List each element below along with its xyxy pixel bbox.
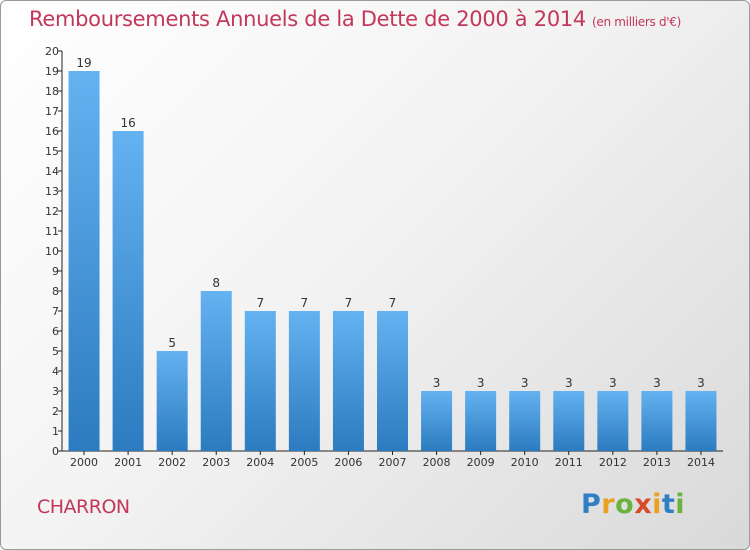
bar-value-label: 3 [433, 376, 441, 390]
y-tick-label: 14 [45, 165, 59, 178]
bar-value-label: 7 [345, 296, 353, 310]
x-tick-label: 2005 [290, 456, 318, 469]
y-tick-label: 2 [52, 405, 59, 418]
bar [377, 311, 408, 451]
bar-value-label: 3 [565, 376, 573, 390]
bar [244, 311, 276, 451]
bar [509, 391, 541, 451]
x-tick-label: 2011 [555, 456, 583, 469]
x-tick-label: 2010 [511, 456, 539, 469]
bar [597, 391, 629, 451]
bar-value-label: 8 [212, 276, 220, 290]
x-tick-label: 2003 [202, 456, 230, 469]
proxiti-logo: Proxiti [581, 489, 686, 520]
bar-value-label: 3 [697, 376, 705, 390]
y-tick-label: 6 [52, 325, 59, 338]
x-tick-label: 2004 [246, 456, 274, 469]
bar [421, 391, 453, 451]
bar-value-label: 5 [168, 336, 176, 350]
bar [112, 131, 144, 451]
y-tick-label: 11 [45, 225, 59, 238]
y-tick-label: 16 [45, 125, 59, 138]
y-tick-label: 18 [45, 85, 59, 98]
bar-value-label: 3 [521, 376, 529, 390]
x-tick-label: 2009 [467, 456, 495, 469]
x-tick-label: 2008 [423, 456, 451, 469]
y-tick-label: 13 [45, 185, 59, 198]
bar [288, 311, 320, 451]
chart-title-text: Remboursements Annuels de la Dette de 20… [29, 7, 586, 31]
y-tick-label: 12 [45, 205, 59, 218]
bar [553, 391, 585, 451]
x-tick-label: 2013 [643, 456, 671, 469]
bar-value-label: 19 [76, 56, 91, 70]
y-tick-label: 0 [52, 445, 59, 458]
x-tick-label: 2002 [158, 456, 186, 469]
y-tick-label: 9 [52, 265, 59, 278]
plot-area: 0123456789101112131415161718192019200016… [45, 45, 723, 469]
y-tick-label: 19 [45, 65, 59, 78]
bar-value-label: 7 [256, 296, 264, 310]
x-tick-label: 2014 [687, 456, 715, 469]
x-tick-label: 2006 [334, 456, 362, 469]
bar [332, 311, 364, 451]
y-tick-label: 20 [45, 45, 59, 58]
town-name: CHARRON [37, 496, 130, 518]
bar [641, 391, 673, 451]
bar [200, 291, 232, 451]
x-tick-label: 2000 [70, 456, 98, 469]
y-tick-label: 4 [52, 365, 59, 378]
bar-value-label: 3 [653, 376, 661, 390]
x-tick-label: 2007 [379, 456, 407, 469]
chart-title: Remboursements Annuels de la Dette de 20… [29, 7, 681, 31]
y-tick-label: 15 [45, 145, 59, 158]
bar [68, 71, 100, 451]
y-tick-label: 8 [52, 285, 59, 298]
bar [685, 391, 717, 451]
y-tick-label: 17 [45, 105, 59, 118]
chart-subtitle: (en milliers d'€) [592, 15, 682, 29]
x-tick-label: 2001 [114, 456, 142, 469]
y-tick-label: 5 [52, 345, 59, 358]
x-tick-label: 2012 [599, 456, 627, 469]
y-tick-label: 10 [45, 245, 59, 258]
y-tick-label: 3 [52, 385, 59, 398]
bar [465, 391, 497, 451]
bar [156, 351, 188, 451]
bar-value-label: 7 [301, 296, 309, 310]
y-tick-label: 1 [52, 425, 59, 438]
bar-value-label: 3 [477, 376, 485, 390]
bar-value-label: 7 [389, 296, 397, 310]
y-tick-label: 7 [52, 305, 59, 318]
bar-value-label: 3 [609, 376, 617, 390]
bar-value-label: 16 [120, 116, 135, 130]
